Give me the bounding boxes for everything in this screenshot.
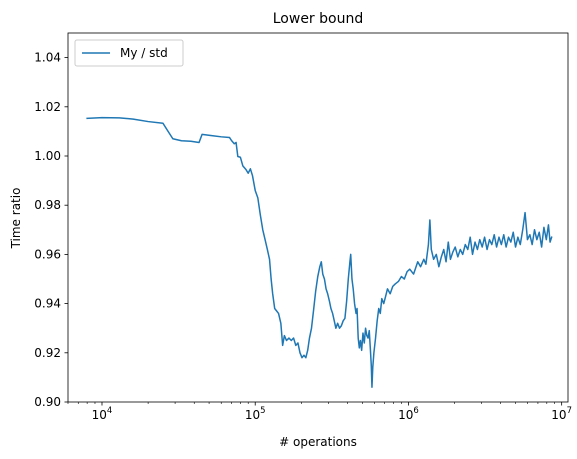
y-tick-label: 0.94 (34, 297, 61, 311)
y-tick-label: 1.00 (34, 149, 61, 163)
y-tick-label: 0.92 (34, 346, 61, 360)
x-tick-label: 105 (245, 406, 266, 422)
legend-label: My / std (120, 46, 168, 60)
x-tick-label: 106 (398, 406, 419, 422)
x-axis-label: # operations (279, 435, 357, 449)
y-axis-label: Time ratio (9, 188, 23, 250)
x-tick-label: 104 (92, 406, 113, 422)
x-tick-label: 107 (551, 406, 572, 422)
plot-area (86, 116, 553, 388)
axes-frame (67, 32, 569, 403)
y-tick-label: 0.98 (34, 198, 61, 212)
y-tick-label: 0.96 (34, 247, 61, 261)
y-tick-label: 0.90 (34, 395, 61, 409)
y-tick-label: 1.02 (34, 100, 61, 114)
y-axis: 0.90 0.92 0.94 0.96 0.98 1.00 1.02 1.04 (34, 51, 68, 409)
chart-title: Lower bound (273, 11, 363, 27)
series-line-0 (86, 116, 553, 388)
x-axis: 104 105 106 107 (67, 402, 572, 422)
legend-box (74, 39, 184, 67)
legend: My / std (74, 39, 184, 67)
y-tick-label: 1.04 (34, 51, 61, 65)
